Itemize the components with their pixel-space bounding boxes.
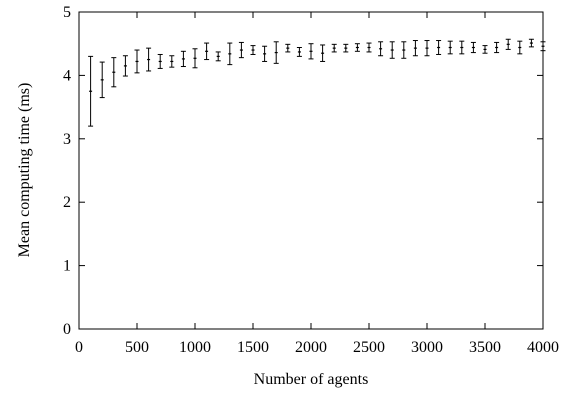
data-point [262,45,268,62]
x-tick-label: 3000 [411,339,443,356]
x-tick-label: 0 [75,339,83,356]
axis-ticks [78,11,544,330]
x-tick-label: 500 [125,339,149,356]
data-point [285,43,291,53]
y-tick-label: 0 [63,321,71,338]
data-point [354,43,360,52]
data-point [540,41,546,52]
data-point [308,43,314,60]
data-point [320,44,326,62]
data-point [296,47,302,57]
data-point [180,50,186,68]
y-tick-label: 2 [63,194,71,211]
data-point [389,41,395,59]
data-point [459,40,465,55]
data-point [470,41,476,54]
data-point [436,40,442,55]
data-point [88,55,94,127]
data-point [146,47,152,72]
data-point [134,49,140,74]
data-point [482,45,488,54]
data-point [401,41,407,59]
y-tick-label: 3 [63,131,71,148]
axis-tick-labels: 0 500 1000 1500 2000 2500 3000 3500 4000 0 1 2 3 4 5 [63,4,559,356]
data-point [111,57,117,88]
data-point [331,43,337,53]
data-point [169,55,175,68]
data-point [215,51,221,62]
y-tick-label: 5 [63,4,71,21]
x-tick-label: 2000 [295,339,327,356]
data-point [273,41,279,64]
y-axis-title: Mean computing time (ms) [16,83,33,258]
x-tick-label: 4000 [527,339,559,356]
data-point [227,42,233,66]
data-point [343,43,349,53]
data-series [88,38,546,127]
x-tick-label: 1000 [179,339,211,356]
x-tick-label: 1500 [237,339,269,356]
y-tick-label: 1 [63,258,71,275]
x-tick-label: 2500 [353,339,385,356]
data-point [204,42,210,61]
data-point [122,55,128,77]
data-point [424,40,430,57]
data-point [447,40,453,55]
x-axis-title: Number of agents [254,371,369,388]
data-point [192,48,198,69]
data-point [412,40,418,57]
data-point [494,41,500,54]
data-point [250,45,256,55]
data-point [238,41,244,59]
data-point [157,53,163,69]
data-point [517,40,523,55]
x-tick-label: 3500 [469,339,501,356]
data-point [528,38,534,48]
data-point [378,41,384,57]
data-point [99,61,105,99]
data-point [366,42,372,53]
y-tick-label: 4 [63,67,71,84]
data-point [505,38,511,50]
